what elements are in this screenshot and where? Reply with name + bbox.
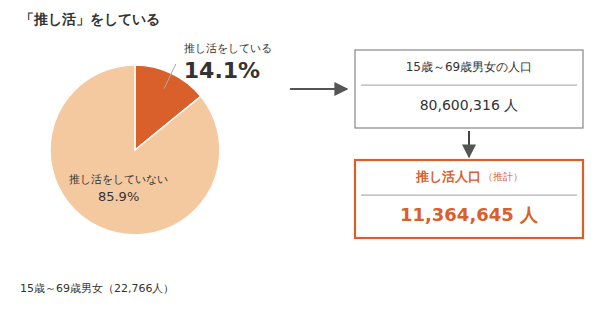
estimate-box: 推し活人口（推計） 11,364,645 人 — [355, 160, 583, 238]
flow-arrow — [468, 131, 470, 157]
box-title: 15歳～69歳男女の人口 — [406, 60, 533, 74]
box-title: 推し活人口 — [415, 169, 481, 184]
leader-line — [164, 64, 176, 89]
pie-slice — [50, 65, 220, 235]
population-box: 15歳～69歳男女の人口 80,600,316 人 — [355, 50, 583, 128]
sample-label: 15歳～69歳男女（22,766人） — [20, 282, 174, 295]
box-subtitle: （推計） — [483, 171, 523, 182]
box-divider — [361, 195, 577, 196]
box-value: 80,600,316 人 — [420, 97, 519, 113]
flow-arrow — [290, 88, 347, 90]
slice-value-label: 14.1% — [184, 58, 260, 83]
chart-title: 「推し活」をしている — [20, 11, 160, 27]
pie — [50, 65, 220, 235]
box-divider — [361, 85, 577, 86]
pie-labels: 推し活をしている 14.1% 推し活をしていない 85.9% — [69, 42, 272, 204]
box-value: 11,364,645 人 — [400, 204, 539, 225]
box-frame — [355, 160, 583, 238]
box-frame — [355, 50, 583, 128]
chart: 「推し活」をしている推し活をしている 14.1% 推し活をしていない 85.9% 15歳… — [0, 0, 602, 311]
slice-label: 推し活をしていない — [69, 173, 168, 186]
slice-label: 推し活をしている — [184, 42, 272, 55]
slice-value-label: 85.9% — [98, 189, 139, 204]
